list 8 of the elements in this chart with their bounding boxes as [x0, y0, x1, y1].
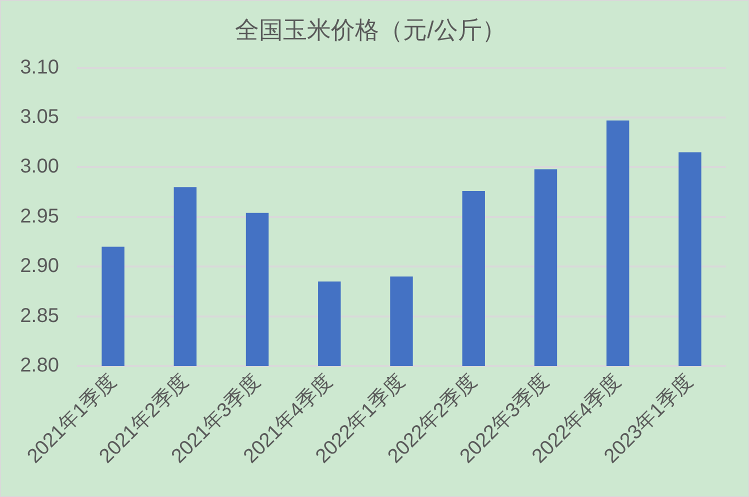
- y-tick-label: 3.10: [20, 56, 59, 78]
- y-tick-label: 2.80: [20, 354, 59, 377]
- chart-title: 全国玉米价格（元/公斤）: [235, 17, 506, 44]
- y-tick-label: 3.05: [20, 106, 59, 128]
- y-tick-label: 2.95: [20, 205, 59, 228]
- y-tick-label: 3.00: [20, 156, 59, 178]
- y-tick-label: 2.85: [20, 304, 59, 327]
- y-tick-label: 2.90: [20, 255, 59, 278]
